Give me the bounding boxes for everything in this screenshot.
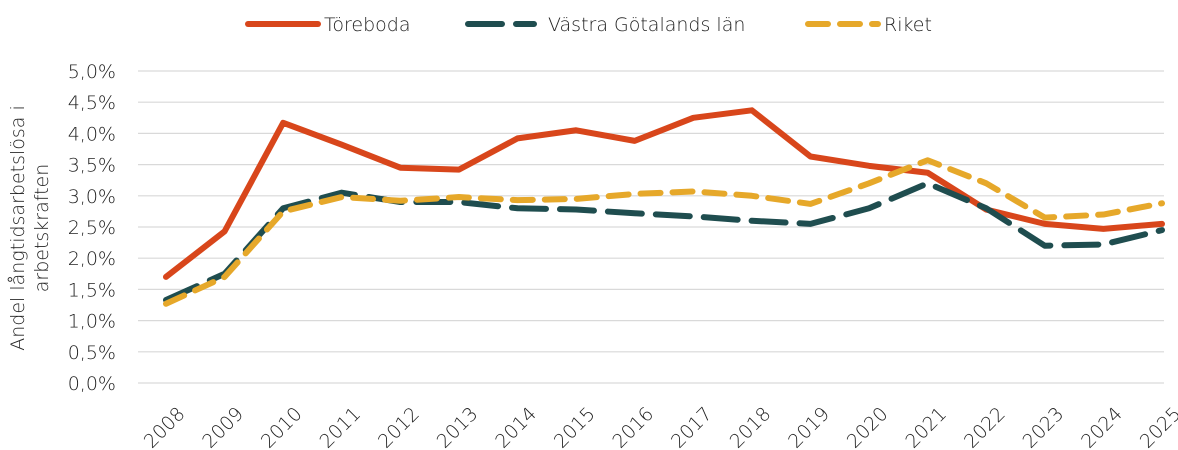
y-axis-label: arbetskraften (31, 164, 53, 293)
x-tick-label: 2008 (140, 403, 190, 450)
x-tick-label: 2016 (608, 403, 658, 450)
x-tick-label: 2025 (1136, 403, 1178, 450)
x-tick-label: 2017 (667, 403, 717, 450)
y-tick-label: 4,0% (68, 123, 116, 145)
x-tick-label: 2012 (374, 403, 424, 450)
legend-label: Västra Götalands län (548, 14, 745, 36)
x-tick-label: 2018 (726, 403, 776, 450)
series-line (163, 157, 1165, 307)
y-axis-label: Andel långtidsarbetslösa i (7, 105, 29, 350)
x-tick-label: 2015 (550, 403, 600, 450)
x-tick-label: 2010 (257, 403, 307, 450)
y-tick-label: 0,0% (68, 373, 116, 395)
x-tick-label: 2014 (491, 403, 541, 450)
x-tick-label: 2019 (784, 403, 834, 450)
y-tick-label: 2,5% (68, 217, 116, 239)
y-tick-label: 0,5% (68, 342, 116, 364)
y-tick-label: 4,5% (68, 92, 116, 114)
x-tick-label: 2021 (901, 403, 951, 450)
x-tick-label: 2020 (843, 403, 893, 450)
x-tick-label: 2009 (198, 403, 248, 450)
series-line (163, 107, 1165, 280)
y-tick-label: 3,5% (68, 155, 116, 177)
x-tick-label: 2024 (1077, 403, 1127, 450)
legend-label: Töreboda (324, 14, 410, 36)
x-tick-label: 2011 (315, 403, 365, 450)
y-tick-label: 5,0% (68, 61, 116, 83)
x-tick-label: 2013 (433, 403, 483, 450)
x-tick-label: 2022 (960, 403, 1010, 450)
y-tick-label: 1,5% (68, 279, 116, 301)
series-line (163, 180, 1165, 304)
legend-label: Riket (884, 14, 932, 36)
y-tick-label: 1,0% (68, 311, 116, 333)
y-tick-label: 2,0% (68, 248, 116, 270)
y-tick-label: 3,0% (68, 186, 116, 208)
x-tick-label: 2023 (1019, 403, 1069, 450)
